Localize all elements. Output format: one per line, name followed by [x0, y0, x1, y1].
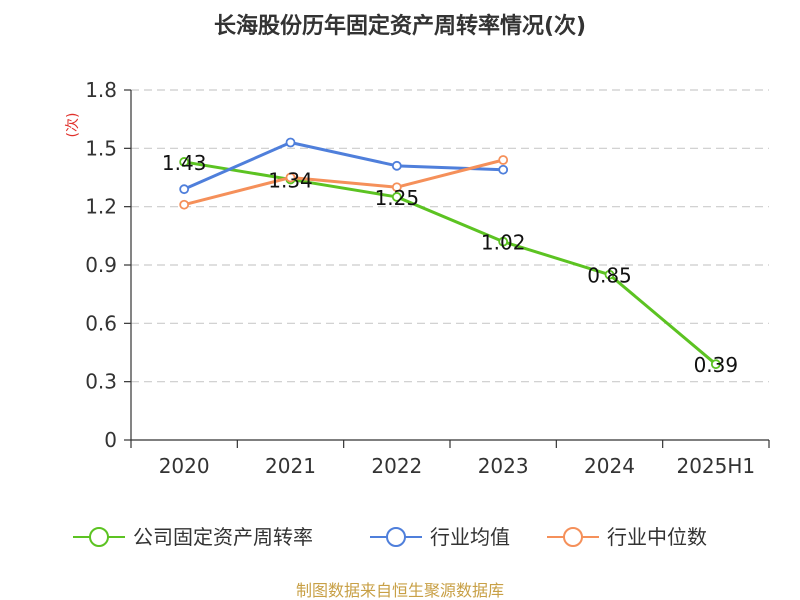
legend-label: 行业均值 — [430, 525, 510, 549]
series-line — [183, 158, 504, 207]
y-tick-label: 1.5 — [85, 136, 117, 160]
legend-label: 行业中位数 — [607, 525, 707, 549]
data-point — [285, 172, 296, 183]
y-tick-label: 1.2 — [85, 195, 117, 219]
data-point — [179, 184, 190, 195]
data-point — [498, 164, 509, 175]
x-tick-label: 2021 — [265, 454, 316, 478]
series-line — [183, 160, 717, 366]
data-point — [710, 359, 721, 370]
x-tick-label: 2023 — [478, 454, 529, 478]
data-point — [391, 192, 402, 202]
source-note: 制图数据来自恒生聚源数据库 — [296, 581, 504, 600]
axes: 0 0.3 0.6 0.9 1.2 1.5 1.8 2020 2021 2022 2023 2024 2… — [85, 78, 770, 478]
data-label: 0.39 — [694, 353, 739, 377]
data-point — [285, 137, 296, 148]
chart-title: 长海股份历年固定资产周转率情况(次) — [214, 13, 586, 39]
data-point — [179, 157, 190, 167]
data-label: 1.25 — [375, 186, 420, 210]
legend-marker — [386, 527, 406, 547]
x-tick-label: 2020 — [159, 454, 210, 478]
data-point — [391, 160, 402, 171]
data-label: 1.43 — [162, 151, 207, 175]
data-point — [498, 155, 509, 165]
y-tick-label: 0.3 — [85, 370, 117, 394]
x-tick-label: 2025H1 — [676, 454, 755, 478]
y-tick-label: 1.8 — [85, 78, 117, 102]
legend-marker — [563, 527, 583, 547]
data-point — [604, 269, 615, 280]
legend-marker — [89, 527, 109, 547]
y-axis-label: (次) — [65, 113, 81, 138]
series-line — [183, 141, 504, 191]
x-tick-label: 2022 — [371, 454, 422, 478]
y-tick-label: 0 — [104, 428, 117, 452]
data-point — [498, 236, 509, 247]
data-point — [391, 182, 402, 193]
legend-label: 公司固定资产周转率 — [133, 525, 313, 549]
data-label: 1.34 — [268, 168, 313, 192]
data-label: 0.85 — [587, 264, 632, 288]
y-tick-label: 0.6 — [85, 311, 117, 335]
series-layer — [179, 137, 721, 370]
data-label: 1.02 — [481, 231, 526, 255]
data-labels: 1.43 1.34 1.25 1.02 0.85 0.39 — [162, 151, 738, 377]
y-tick-label: 0.9 — [85, 253, 117, 277]
x-tick-label: 2024 — [584, 454, 635, 478]
data-point — [179, 199, 190, 210]
grid-lines — [131, 89, 769, 383]
legend: 公司固定资产周转率 行业均值 行业中位数 — [73, 525, 707, 549]
